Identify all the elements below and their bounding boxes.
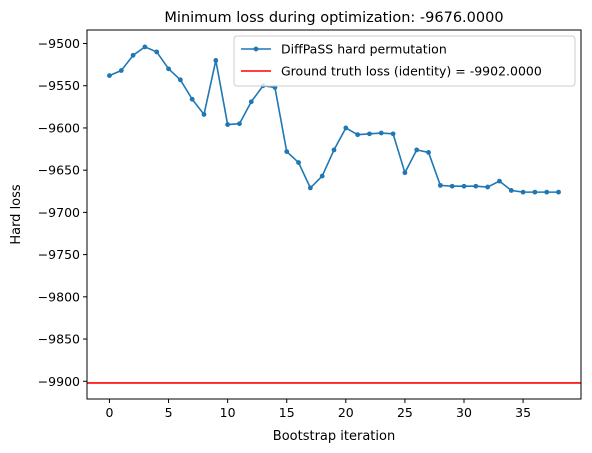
x-tick-label: 35 xyxy=(515,405,531,420)
y-tick-label: −9850 xyxy=(38,332,80,347)
data-point xyxy=(449,183,455,189)
data-point xyxy=(177,77,183,83)
y-tick-label: −9600 xyxy=(38,120,80,135)
data-point xyxy=(355,132,361,138)
data-point xyxy=(142,44,148,50)
y-tick-label: −9650 xyxy=(38,163,80,178)
data-point xyxy=(532,189,538,195)
x-tick-label: 0 xyxy=(105,405,113,420)
data-point xyxy=(154,49,160,55)
data-point xyxy=(284,149,290,154)
data-point xyxy=(437,182,443,188)
plot-area xyxy=(87,44,581,384)
data-point xyxy=(390,131,396,137)
data-point xyxy=(118,68,124,73)
data-point xyxy=(213,57,219,63)
x-tick-label: 5 xyxy=(165,405,173,420)
data-point xyxy=(166,66,171,72)
legend-marker-diffpass xyxy=(253,46,259,52)
data-point xyxy=(367,131,372,137)
x-axis: 0 5 10 15 20 25 30 35 xyxy=(105,399,531,420)
x-tick-label: 20 xyxy=(338,405,354,420)
data-point xyxy=(296,160,301,165)
x-tick-label: 30 xyxy=(456,405,472,420)
data-point xyxy=(473,183,479,189)
plot-frame xyxy=(86,29,582,400)
data-point xyxy=(189,96,195,102)
data-point xyxy=(248,99,254,105)
data-point xyxy=(544,189,550,195)
y-tick-label: −9900 xyxy=(38,374,80,389)
data-point xyxy=(307,185,313,191)
data-point xyxy=(414,147,420,153)
legend-label-diffpass: DiffPaSS hard permutation xyxy=(281,42,447,57)
data-point xyxy=(331,147,337,153)
data-point xyxy=(497,178,502,184)
data-point xyxy=(426,150,431,155)
x-tick-label: 10 xyxy=(220,405,236,420)
data-point xyxy=(378,130,384,136)
y-tick-label: −9800 xyxy=(38,289,80,304)
data-point xyxy=(201,112,207,117)
y-tick-label: −9550 xyxy=(38,78,80,93)
data-point xyxy=(520,189,526,195)
data-point xyxy=(225,122,231,127)
data-point xyxy=(461,183,467,189)
data-point xyxy=(107,73,112,78)
data-point xyxy=(402,170,408,176)
y-tick-label: −9750 xyxy=(38,247,80,262)
y-axis-label: Hard loss xyxy=(9,184,24,245)
data-point xyxy=(130,52,136,58)
y-tick-label: −9700 xyxy=(38,205,80,220)
x-axis-label: Bootstrap iteration xyxy=(273,429,395,444)
legend-box xyxy=(233,35,576,87)
data-point xyxy=(319,173,325,179)
x-tick-label: 25 xyxy=(397,405,413,420)
data-point xyxy=(485,184,491,190)
data-point xyxy=(237,121,242,127)
chart-title: Minimum loss during optimization: -9676.… xyxy=(164,10,503,26)
legend-label-ground-truth: Ground truth loss (identity) = -9902.000… xyxy=(281,64,542,79)
legend: DiffPaSS hard permutation Ground truth l… xyxy=(233,35,576,87)
data-point xyxy=(508,188,514,193)
y-tick-label: −9500 xyxy=(38,36,80,51)
x-tick-label: 15 xyxy=(279,405,295,420)
data-point xyxy=(343,125,349,131)
data-point xyxy=(556,189,561,195)
y-axis: −9500 −9550 −9600 −9650 −9700 −9750 −9800 −9850… xyxy=(38,36,87,389)
